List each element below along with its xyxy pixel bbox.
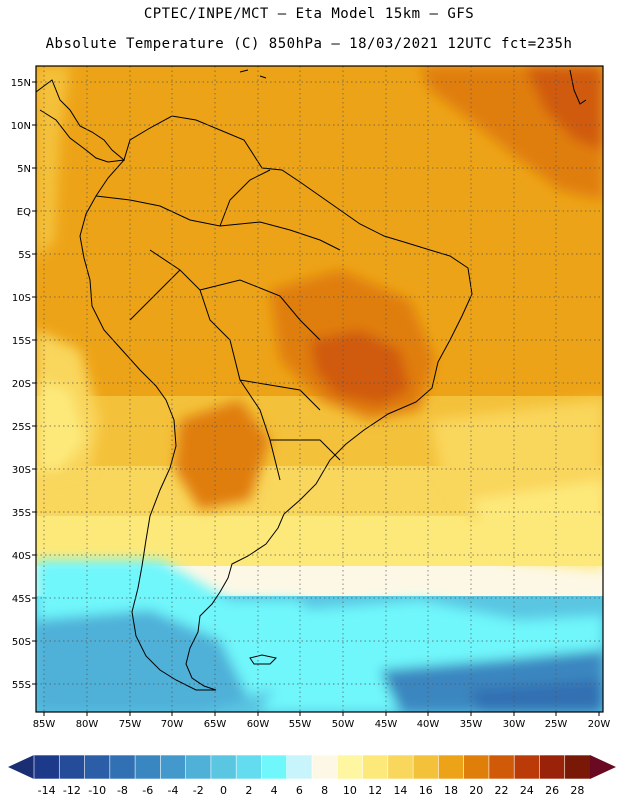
colorbar-label: 22 [495, 784, 509, 797]
cool-area-pacific-coast [36, 380, 85, 470]
colorbar-label: 6 [296, 784, 303, 797]
colorbar-label: 10 [343, 784, 357, 797]
lat-label: 35S [12, 508, 31, 519]
warm-area-northern-argentina [175, 400, 270, 510]
falkland-islands [249, 654, 278, 665]
lon-label: 25W [545, 719, 568, 730]
colorbar-swatch [210, 754, 237, 780]
colorbar-swatch [438, 754, 465, 780]
lat-label: 50S [12, 637, 31, 648]
colorbar-high-arrow [590, 755, 616, 779]
lon-label: 55W [289, 719, 312, 730]
colorbar-swatch [235, 754, 263, 780]
cool-area-south-atlantic [470, 480, 603, 570]
colorbar-swatch [387, 754, 414, 780]
colorbar-swatch [160, 754, 187, 780]
longitude-ticks [43, 712, 600, 716]
colorbar-swatch [513, 754, 541, 780]
lon-label: 65W [204, 719, 227, 730]
colorbar-label: -10 [88, 784, 106, 797]
colorbar-swatch [84, 754, 111, 780]
graticule [36, 66, 603, 712]
colorbar: -14 -12 -10 -8 -6 -4 -2 0 2 4 6 8 10 12 14 16 18 20 22 24 26… [8, 754, 616, 797]
colorbar-low-arrow [8, 755, 34, 779]
lat-label: EQ [17, 207, 31, 218]
colorbar-swatch [463, 754, 490, 780]
lat-label: 20S [12, 379, 31, 390]
colorbar-label: 0 [220, 784, 227, 797]
lon-label: 70W [161, 719, 184, 730]
colorbar-label: 26 [545, 784, 559, 797]
colorbar-swatch [185, 754, 212, 780]
colorbar-label: -6 [142, 784, 153, 797]
lon-label: 20W [588, 719, 611, 730]
colorbar-labels: -14 -12 -10 -8 -6 -4 -2 0 2 4 6 8 10 12 14 16 18 20 22 24 26… [38, 784, 585, 797]
longitude-labels: 85W 80W 75W 70W 65W 60W 55W 50W 45W 40W … [33, 719, 611, 730]
latitude-ticks [32, 81, 36, 685]
temperature-field [36, 66, 603, 712]
mexico-central-america-coast [36, 79, 126, 163]
colorbar-label: 14 [393, 784, 407, 797]
lat-label: 10S [12, 293, 31, 304]
lat-label: 45S [12, 594, 31, 605]
colorbar-swatch [134, 754, 162, 780]
caribbean-islands [239, 69, 587, 105]
lat-label: 40S [12, 551, 31, 562]
colorbar-swatch [261, 754, 288, 780]
lat-label: 15S [12, 336, 31, 347]
lon-label: 45W [375, 719, 398, 730]
colorbar-swatch [58, 754, 86, 780]
lon-label: 40W [417, 719, 440, 730]
hot-area-southeast-brazil [310, 330, 410, 405]
colorbar-label: 8 [321, 784, 328, 797]
colorbar-cells [33, 754, 591, 780]
map-title-line-1: CPTEC/INPE/MCT – Eta Model 15km – GFS [143, 6, 475, 22]
lat-label: 5N [17, 164, 31, 175]
cooler-area-pacific-north [36, 66, 70, 260]
colorbar-label: -2 [193, 784, 204, 797]
lat-label: 55S [12, 680, 31, 691]
colorbar-label: -12 [63, 784, 81, 797]
colorbar-swatch [564, 754, 591, 780]
colorbar-label: -4 [168, 784, 179, 797]
colorbar-swatch [488, 754, 515, 780]
colorbar-label: 18 [444, 784, 458, 797]
map-frame [35, 65, 604, 713]
colorbar-swatch [336, 754, 364, 780]
map-title-line-2: Absolute Temperature (C) 850hPa – 18/03/… [45, 36, 573, 52]
colorbar-label: 2 [245, 784, 252, 797]
lon-label: 60W [247, 719, 270, 730]
lat-label: 5S [18, 250, 31, 261]
lon-label: 35W [460, 719, 483, 730]
lat-label: 30S [12, 465, 31, 476]
colorbar-swatch [539, 754, 566, 780]
colorbar-swatch [362, 754, 389, 780]
hot-area-northeast-corner [525, 66, 603, 150]
colorbar-swatch [109, 754, 136, 780]
lon-label: 80W [76, 719, 99, 730]
latitude-labels: 15N 10N 5N EQ 5S 10S 15S 20S 25S 30S 35S… [11, 78, 31, 691]
colorbar-label: 12 [368, 784, 382, 797]
lon-label: 85W [33, 719, 56, 730]
lon-label: 30W [503, 719, 526, 730]
colorbar-swatch [286, 754, 313, 780]
colorbar-label: 16 [419, 784, 433, 797]
colorbar-label: 20 [469, 784, 483, 797]
colorbar-swatch [33, 754, 60, 780]
colorbar-label: -14 [38, 784, 56, 797]
colorbar-label: 4 [271, 784, 278, 797]
colorbar-label: 24 [520, 784, 534, 797]
lat-label: 25S [12, 422, 31, 433]
colorbar-swatch [311, 754, 338, 780]
colorbar-swatch [412, 754, 440, 780]
lon-label: 50W [332, 719, 355, 730]
colorbar-label: -8 [117, 784, 128, 797]
south-america-coast [79, 115, 473, 691]
colorbar-label: 28 [570, 784, 584, 797]
lat-label: 15N [11, 78, 31, 89]
lat-label: 10N [11, 121, 31, 132]
coldest-area-south-atlantic [470, 680, 603, 712]
lon-label: 75W [119, 719, 142, 730]
